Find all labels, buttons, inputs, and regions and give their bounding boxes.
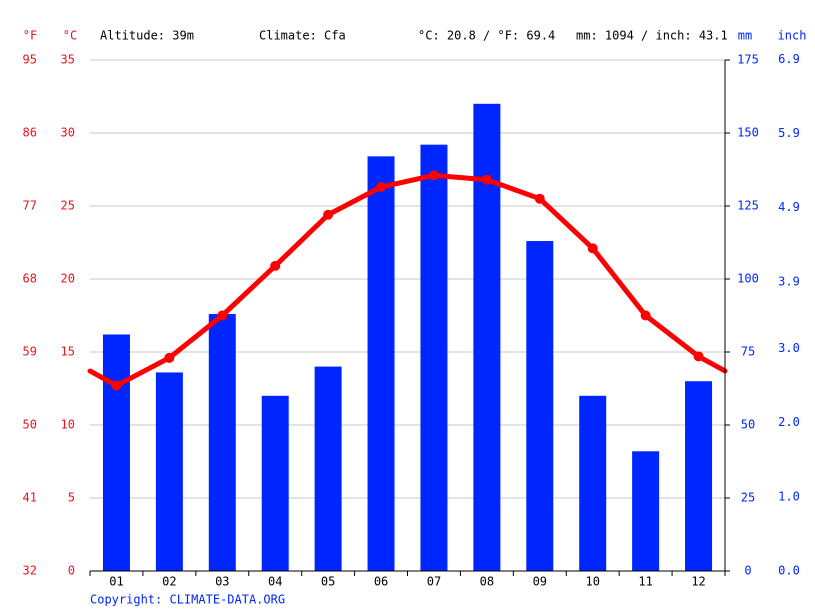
copyright: Copyright: CLIMATE-DATA.ORG	[90, 593, 285, 607]
y-tick-label: 50	[23, 418, 37, 432]
climate: Climate: Cfa	[259, 29, 346, 43]
y-tick-label: 95	[23, 53, 37, 67]
y-tick-label: 35	[61, 53, 75, 67]
y-tick-label: 175	[737, 53, 759, 67]
y-tick-label: 4.9	[778, 200, 800, 214]
y-tick-label: 77	[23, 199, 37, 213]
bar	[685, 381, 713, 571]
temperature-point	[217, 310, 228, 321]
y-tick-label: 6.9	[778, 52, 800, 66]
y-tick-label: 0	[68, 564, 75, 578]
bar	[632, 451, 660, 571]
temperature-point	[640, 310, 651, 321]
axis-unit: °F	[23, 29, 37, 43]
x-tick-label: 10	[585, 575, 599, 589]
y-tick-label: 2.0	[778, 415, 800, 429]
temperature-point	[693, 351, 704, 362]
y-tick-label: 59	[23, 345, 37, 359]
x-tick-label: 09	[533, 575, 547, 589]
axis-unit: inch	[778, 29, 807, 43]
y-tick-label: 50	[741, 418, 755, 432]
bar	[579, 395, 607, 571]
x-tick-label: 07	[427, 575, 441, 589]
y-tick-label: 100	[737, 272, 759, 286]
bar	[367, 156, 395, 572]
bar	[102, 334, 130, 571]
y-tick-label: 20	[61, 272, 75, 286]
y-tick-label: 32	[23, 564, 37, 578]
bar	[208, 314, 236, 571]
temperature-point	[587, 243, 598, 254]
y-tick-label: 5	[68, 491, 75, 505]
x-tick-label: 11	[638, 575, 652, 589]
x-tick-label: 01	[109, 575, 123, 589]
y-tick-label: 125	[737, 199, 759, 213]
bar	[420, 144, 448, 571]
y-tick-label: 10	[61, 418, 75, 432]
x-tick-label: 05	[321, 575, 335, 589]
y-tick-label: 41	[23, 491, 37, 505]
x-tick-label: 06	[374, 575, 388, 589]
x-tick-label: 04	[268, 575, 282, 589]
line-wrap	[696, 353, 728, 374]
y-tick-label: 3.0	[778, 341, 800, 355]
temperature-point	[428, 170, 439, 181]
x-tick-label: 08	[480, 575, 494, 589]
y-tick-label: 25	[61, 199, 75, 213]
temperature-point	[376, 182, 387, 193]
bar	[473, 103, 501, 572]
bar	[261, 395, 289, 571]
y-tick-label: 30	[61, 126, 75, 140]
y-tick-label: 1.0	[778, 489, 800, 503]
bar	[526, 241, 554, 572]
axis-unit: °C	[63, 29, 77, 43]
temperature-point	[111, 380, 122, 391]
altitude: Altitude: 39m	[100, 29, 194, 43]
y-tick-label: 150	[737, 126, 759, 140]
bar	[314, 366, 342, 571]
y-tick-label: 0.0	[778, 564, 800, 578]
x-tick-label: 12	[691, 575, 705, 589]
y-tick-label: 75	[741, 345, 755, 359]
x-tick-label: 02	[162, 575, 176, 589]
temperature-point	[534, 193, 545, 204]
y-tick-label: 0	[744, 564, 751, 578]
temperature-point	[164, 352, 175, 363]
temperature-point	[323, 209, 334, 220]
axis-unit: mm	[738, 29, 752, 43]
x-tick-label: 03	[215, 575, 229, 589]
y-tick-label: 68	[23, 272, 37, 286]
line-wrap	[87, 368, 119, 389]
y-tick-label: 25	[741, 491, 755, 505]
mean-temperature: °C: 20.8 / °F: 69.4	[418, 29, 555, 43]
y-tick-label: 15	[61, 345, 75, 359]
temperature-line	[115, 172, 701, 388]
total-precipitation: mm: 1094 / inch: 43.1	[576, 29, 728, 43]
temperature-point	[481, 174, 492, 185]
y-tick-label: 5.9	[778, 126, 800, 140]
y-tick-label: 86	[23, 126, 37, 140]
temperature-point	[270, 260, 281, 271]
bar	[155, 372, 183, 571]
y-tick-label: 3.9	[778, 274, 800, 288]
